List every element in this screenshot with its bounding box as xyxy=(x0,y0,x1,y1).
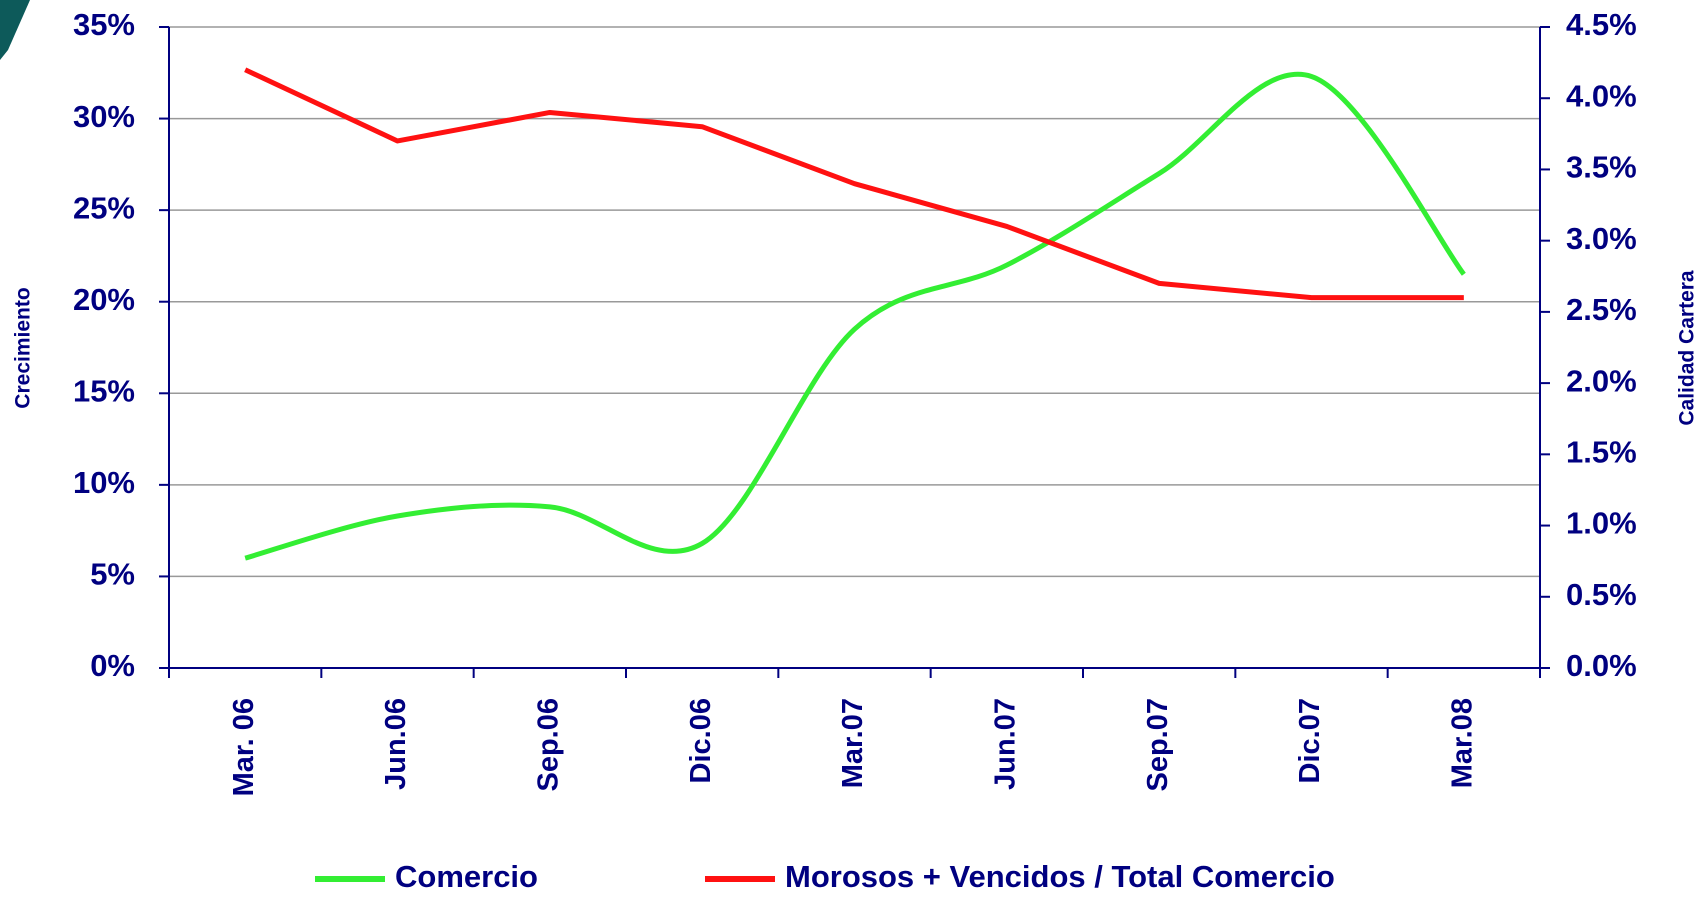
x-tick-label: Jun.06 xyxy=(380,698,412,790)
y2-tick-label: 1.5% xyxy=(1566,435,1637,470)
x-tick-label: Mar.07 xyxy=(837,698,869,788)
y2-tick-label: 3.5% xyxy=(1566,150,1637,185)
y-tick-label: 5% xyxy=(90,557,135,592)
y2-axis-title: Calidad Cartera xyxy=(1676,270,1699,426)
y-tick-label: 10% xyxy=(73,465,135,500)
y-tick-label: 35% xyxy=(73,7,135,42)
x-tick-label: Jun.07 xyxy=(989,698,1021,790)
corner-decoration xyxy=(0,0,30,60)
y2-tick-label: 0.5% xyxy=(1566,577,1637,612)
x-tick-label: Sep.06 xyxy=(532,698,564,792)
y-tick-label: 25% xyxy=(73,190,135,225)
x-tick-label: Sep.07 xyxy=(1142,698,1174,792)
series-line xyxy=(244,71,1466,561)
y2-tick-label: 2.0% xyxy=(1566,363,1637,398)
y-tick-label: 30% xyxy=(73,99,135,134)
y-axis-title: Crecimiento xyxy=(12,287,35,408)
y-tick-label: 15% xyxy=(73,373,135,408)
y2-tick-label: 1.0% xyxy=(1566,506,1637,541)
x-tick-label: Mar.08 xyxy=(1446,698,1478,788)
y2-tick-label: 0.0% xyxy=(1566,648,1637,683)
x-tick-label: Dic.07 xyxy=(1294,698,1326,783)
legend-label: Comercio xyxy=(395,859,538,894)
x-tick-label: Dic.06 xyxy=(685,698,717,783)
y-tick-label: 0% xyxy=(90,648,135,683)
series-line xyxy=(244,67,1464,301)
y2-tick-label: 3.0% xyxy=(1566,221,1637,256)
y-tick-label: 20% xyxy=(73,282,135,317)
y2-tick-label: 2.5% xyxy=(1566,292,1637,327)
legend-label: Morosos + Vencidos / Total Comercio xyxy=(785,859,1335,894)
y2-tick-label: 4.0% xyxy=(1566,78,1637,113)
x-tick-label: Mar. 06 xyxy=(228,698,260,796)
y2-tick-label: 4.5% xyxy=(1566,7,1637,42)
